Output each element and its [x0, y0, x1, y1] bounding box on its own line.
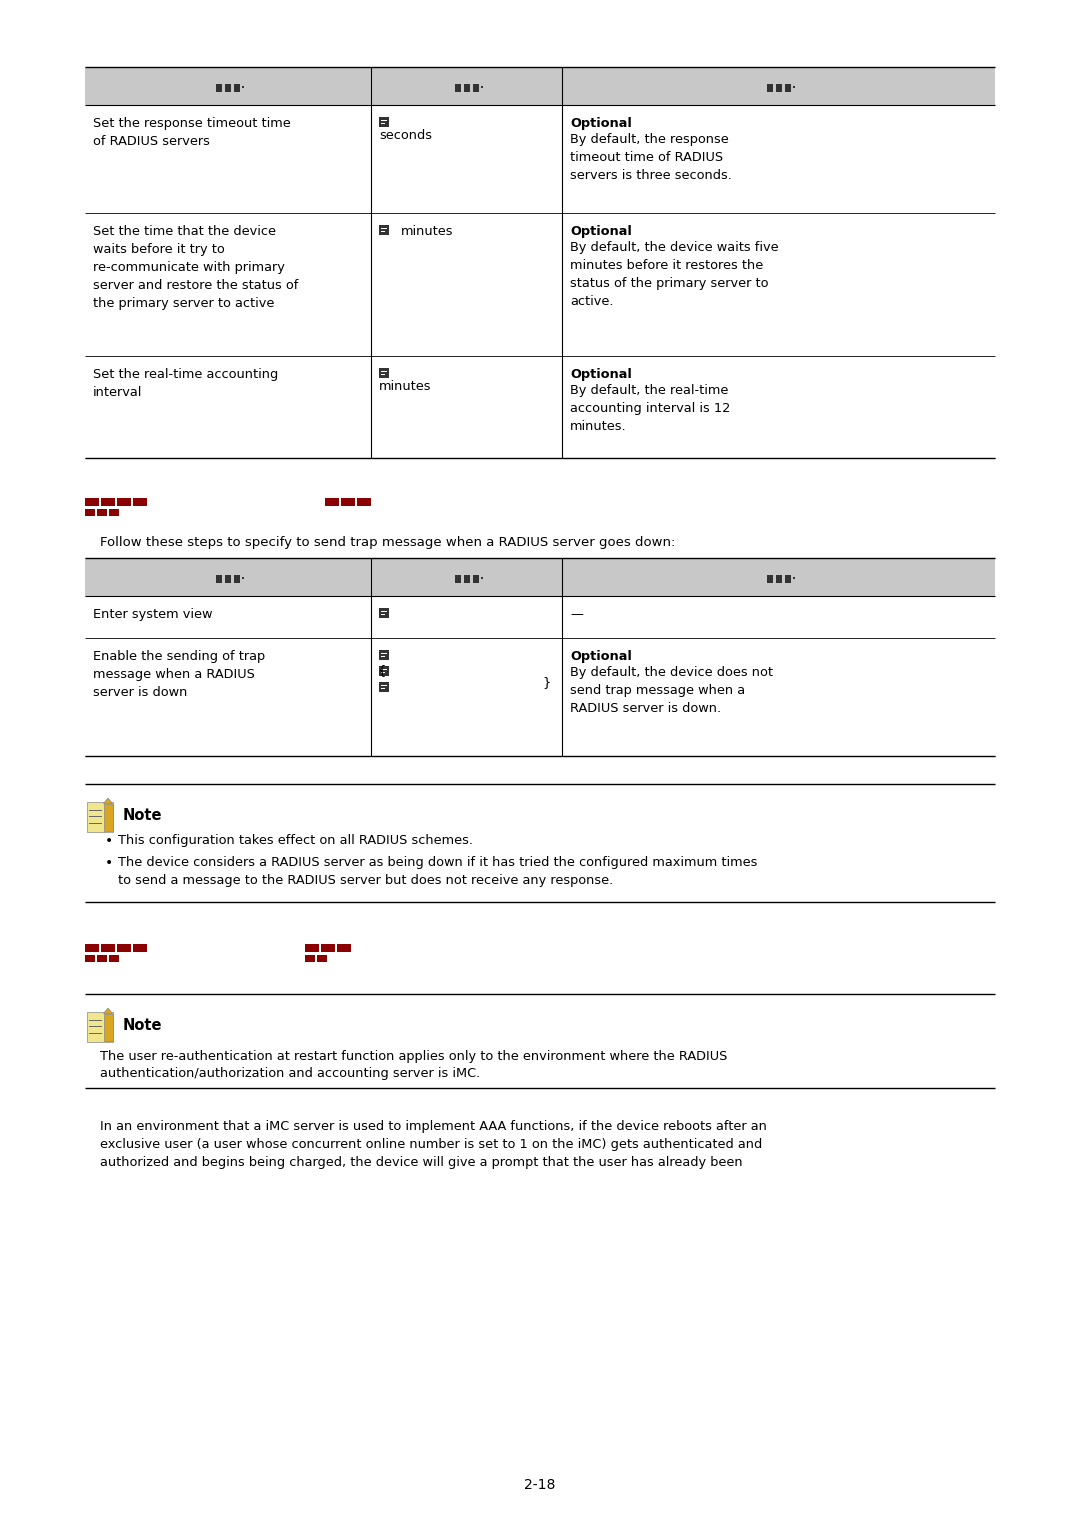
Text: Set the response timeout time
of RADIUS servers: Set the response timeout time of RADIUS … [93, 118, 291, 148]
Bar [117, 498, 131, 505]
Bar [463, 84, 470, 92]
Bar [225, 84, 231, 92]
Text: The user re-authentication at restart function applies only to the environment w: The user re-authentication at restart fu… [100, 1051, 727, 1063]
Bar [234, 576, 240, 583]
Bar [455, 84, 460, 92]
Text: minutes: minutes [379, 380, 432, 392]
Bar [133, 944, 147, 951]
Text: This configuration takes effect on all RADIUS schemes.: This configuration takes effect on all R… [118, 834, 473, 847]
Text: Enter system view: Enter system view [93, 608, 213, 621]
Bar [784, 84, 791, 92]
Bar [102, 944, 114, 951]
Bar [793, 577, 795, 579]
Bar [767, 84, 772, 92]
Text: Note: Note [123, 1019, 162, 1032]
Text: By default, the device waits five
minutes before it restores the
status of the p: By default, the device waits five minute… [570, 241, 779, 308]
Bar [133, 498, 147, 505]
Bar [379, 224, 389, 235]
Polygon shape [104, 1008, 112, 1014]
Bar [216, 84, 222, 92]
Bar [85, 498, 99, 505]
Text: Optional: Optional [570, 651, 632, 663]
Text: Set the time that the device
waits before it try to
re-communicate with primary
: Set the time that the device waits befor… [93, 224, 298, 310]
Text: seconds: seconds [379, 128, 432, 142]
Bar [379, 666, 389, 676]
Text: •: • [105, 834, 113, 847]
Bar [109, 954, 119, 962]
Text: —: — [570, 608, 583, 621]
Bar [104, 1014, 112, 1040]
Text: Optional: Optional [570, 224, 632, 238]
Bar [481, 86, 483, 89]
Text: Optional: Optional [570, 118, 632, 130]
Bar [321, 944, 335, 951]
Text: authorized and begins being charged, the device will give a prompt that the user: authorized and begins being charged, the… [100, 1156, 743, 1170]
Bar [337, 944, 351, 951]
Bar [305, 944, 319, 951]
Bar [784, 576, 791, 583]
Bar [225, 576, 231, 583]
Text: By default, the response
timeout time of RADIUS
servers is three seconds.: By default, the response timeout time of… [570, 133, 732, 182]
Text: Follow these steps to specify to send trap message when a RADIUS server goes dow: Follow these steps to specify to send tr… [100, 536, 675, 550]
Bar [379, 608, 389, 618]
Bar [104, 803, 112, 831]
Bar [85, 557, 995, 596]
Bar [341, 498, 355, 505]
Bar [234, 84, 240, 92]
Text: Enable the sending of trap
message when a RADIUS
server is down: Enable the sending of trap message when … [93, 651, 265, 699]
Text: 2-18: 2-18 [524, 1478, 556, 1492]
Bar [473, 576, 478, 583]
Bar [379, 651, 389, 660]
Bar [325, 498, 339, 505]
Bar [87, 802, 112, 832]
Polygon shape [104, 799, 112, 803]
Text: In an environment that a iMC server is used to implement AAA functions, if the d: In an environment that a iMC server is u… [100, 1119, 767, 1133]
Bar [775, 576, 782, 583]
Text: {: { [377, 664, 386, 676]
Bar [481, 577, 483, 579]
Bar [455, 576, 460, 583]
Bar [379, 683, 389, 692]
Bar [242, 577, 244, 579]
Text: By default, the real-time
accounting interval is 12
minutes.: By default, the real-time accounting int… [570, 383, 730, 434]
Bar [109, 508, 119, 516]
Bar [463, 576, 470, 583]
Text: Set the real-time accounting
interval: Set the real-time accounting interval [93, 368, 279, 399]
Bar [379, 118, 389, 127]
Bar [242, 86, 244, 89]
Bar [87, 1012, 112, 1041]
Bar [85, 508, 95, 516]
Bar [117, 944, 131, 951]
Bar [85, 954, 95, 962]
Bar [473, 84, 478, 92]
Text: authentication/authorization and accounting server is iMC.: authentication/authorization and account… [100, 1067, 481, 1080]
Text: By default, the device does not
send trap message when a
RADIUS server is down.: By default, the device does not send tra… [570, 666, 773, 715]
Bar [775, 84, 782, 92]
Bar [305, 954, 315, 962]
Bar [357, 498, 372, 505]
Bar [102, 498, 114, 505]
Bar [793, 86, 795, 89]
Bar [379, 368, 389, 379]
Bar [85, 67, 995, 105]
Text: }: } [542, 676, 550, 689]
Bar [767, 576, 772, 583]
Text: minutes: minutes [401, 224, 454, 238]
Bar [97, 954, 107, 962]
Bar [97, 508, 107, 516]
Text: Note: Note [123, 808, 162, 823]
Bar [318, 954, 327, 962]
Bar [85, 944, 99, 951]
Bar [216, 576, 222, 583]
Text: Optional: Optional [570, 368, 632, 382]
Text: exclusive user (a user whose concurrent online number is set to 1 on the iMC) ge: exclusive user (a user whose concurrent … [100, 1138, 762, 1151]
Text: The device considers a RADIUS server as being down if it has tried the configure: The device considers a RADIUS server as … [118, 857, 757, 887]
Text: •: • [105, 857, 113, 870]
